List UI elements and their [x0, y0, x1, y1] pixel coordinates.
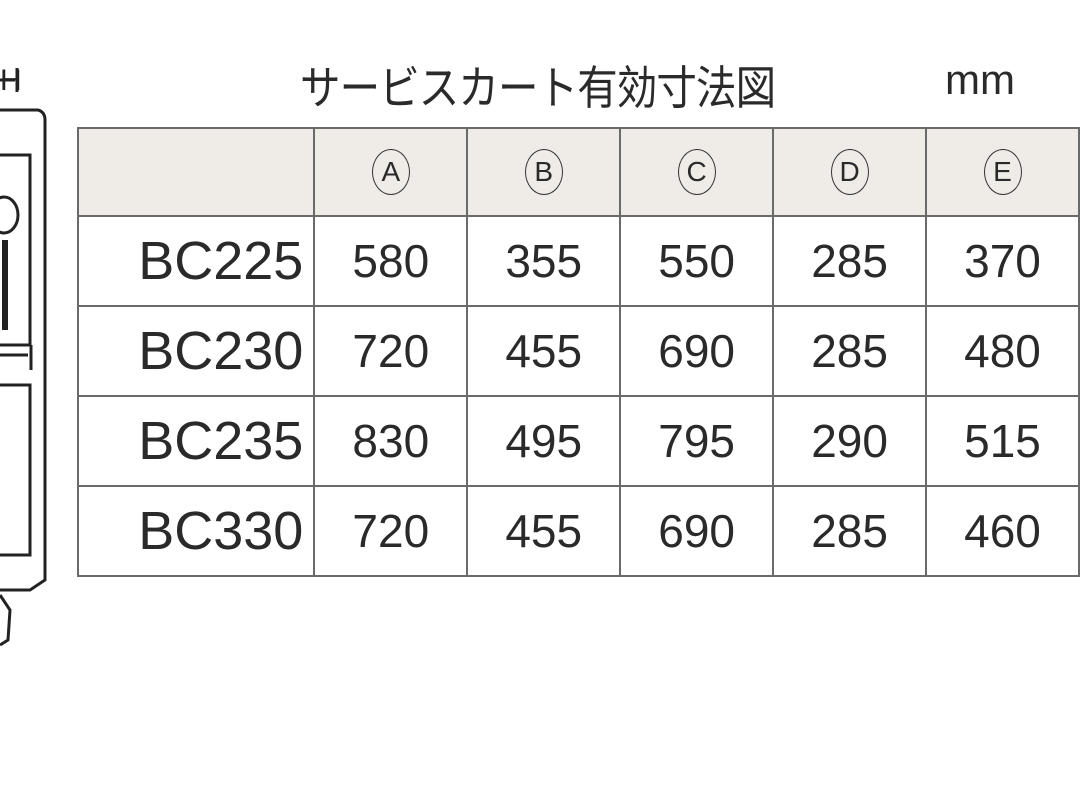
- cart-diagram-partial: H: [0, 64, 47, 647]
- dimension-label-h: H: [0, 64, 22, 97]
- value-cell: 290: [772, 395, 928, 487]
- column-header: B: [466, 127, 622, 217]
- model-cell: BC225: [76, 215, 316, 307]
- column-header: A: [313, 127, 469, 217]
- unit-label: mm: [945, 56, 1015, 103]
- value-cell: 830: [313, 395, 469, 487]
- value-cell: 285: [772, 305, 928, 397]
- value-cell: 550: [619, 215, 775, 307]
- dimension-table: A B C D E BC225 580 355 550 285 370 BC23…: [76, 127, 1080, 577]
- value-cell: 370: [925, 215, 1080, 307]
- model-cell: BC230: [76, 305, 316, 397]
- value-cell: 690: [619, 485, 775, 577]
- value-cell: 455: [466, 305, 622, 397]
- column-header: E: [925, 127, 1080, 217]
- value-cell: 355: [466, 215, 622, 307]
- column-header: D: [772, 127, 928, 217]
- value-cell: 460: [925, 485, 1080, 577]
- value-cell: 455: [466, 485, 622, 577]
- value-cell: 285: [772, 215, 928, 307]
- value-cell: 720: [313, 485, 469, 577]
- header-row: A B C D E: [76, 127, 1080, 217]
- value-cell: 720: [313, 305, 469, 397]
- table-row: BC235 830 495 795 290 515: [76, 395, 1080, 487]
- value-cell: 515: [925, 395, 1080, 487]
- value-cell: 480: [925, 305, 1080, 397]
- page-title: サービスカート有効寸法図: [300, 61, 776, 115]
- model-cell: BC235: [76, 395, 316, 487]
- table-row: BC230 720 455 690 285 480: [76, 305, 1080, 397]
- value-cell: 795: [619, 395, 775, 487]
- table-row: BC330 720 455 690 285 460: [76, 485, 1080, 577]
- table-row: BC225 580 355 550 285 370: [76, 215, 1080, 307]
- value-cell: 495: [466, 395, 622, 487]
- value-cell: 690: [619, 305, 775, 397]
- value-cell: 285: [772, 485, 928, 577]
- corner-cell: [76, 127, 316, 217]
- model-cell: BC330: [76, 485, 316, 577]
- column-header: C: [619, 127, 775, 217]
- value-cell: 580: [313, 215, 469, 307]
